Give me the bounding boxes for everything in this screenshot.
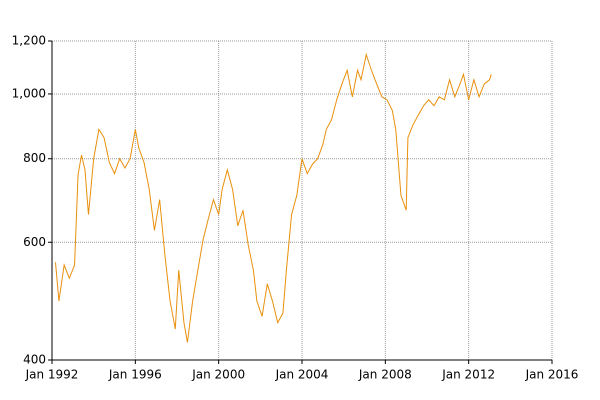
y-tick-label: 400 <box>23 353 46 367</box>
x-tick-label: Jan 1996 <box>108 368 162 382</box>
x-tick-label: Jan 2008 <box>358 368 412 382</box>
x-tick-label: Jan 2012 <box>441 368 495 382</box>
y-tick-label: 1,200 <box>12 34 46 48</box>
x-tick-label: Jan 2000 <box>191 368 245 382</box>
y-tick-label: 600 <box>23 235 46 249</box>
line-series <box>54 52 492 343</box>
x-tick-label: Jan 1992 <box>25 368 79 382</box>
y-tick-label: 1,000 <box>12 86 46 100</box>
x-tick-label: Jan 2004 <box>275 368 329 382</box>
x-tick-label: Jan 2016 <box>525 368 579 382</box>
y-tick-label: 800 <box>23 151 46 165</box>
